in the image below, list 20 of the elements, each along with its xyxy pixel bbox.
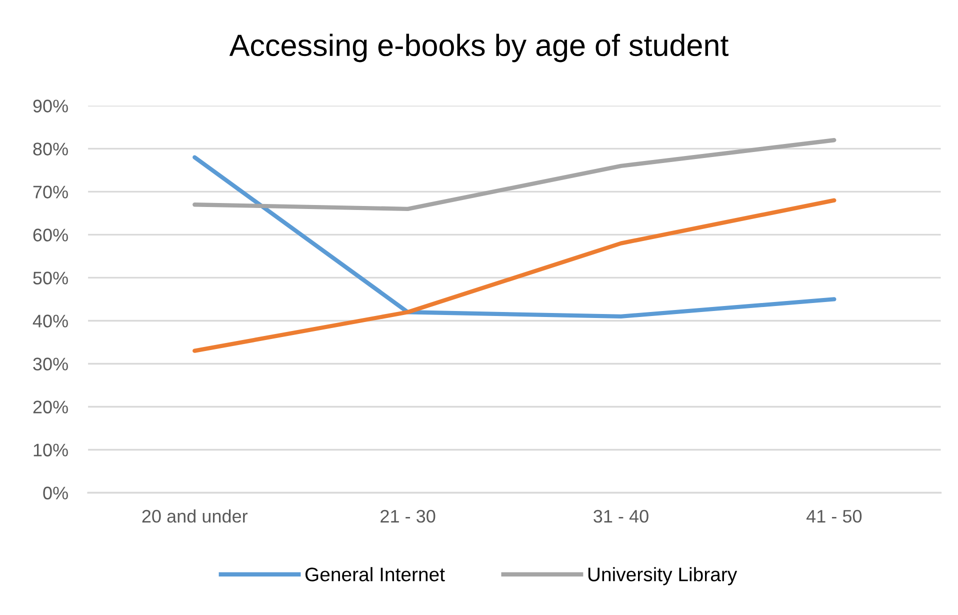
line-series bbox=[192, 198, 836, 353]
line-series bbox=[192, 138, 836, 212]
y-tick-label: 30% bbox=[33, 358, 68, 370]
chart-title: Accessing e-books by age of student bbox=[229, 34, 728, 62]
y-tick-label: 10% bbox=[34, 444, 68, 456]
y-tick-label: 60% bbox=[33, 228, 68, 242]
line-series bbox=[192, 155, 836, 319]
y-tick-label: 20% bbox=[33, 400, 68, 414]
x-tick-label: 20 and under bbox=[142, 509, 248, 523]
legend-label: General Internet bbox=[305, 567, 445, 582]
x-tick-label: 41 - 50 bbox=[806, 510, 862, 523]
y-tick-label: 70% bbox=[33, 186, 68, 198]
y-tick-label: 0% bbox=[43, 486, 68, 500]
x-tick-label: 31 - 40 bbox=[594, 510, 648, 523]
y-tick-label: 80% bbox=[33, 142, 68, 156]
y-tick-label: 90% bbox=[33, 100, 68, 112]
y-tick-label: 50% bbox=[33, 272, 68, 284]
x-tick-label: 21 - 30 bbox=[380, 510, 436, 523]
y-tick-label: 40% bbox=[32, 314, 68, 328]
legend-label: University Library bbox=[588, 567, 738, 586]
